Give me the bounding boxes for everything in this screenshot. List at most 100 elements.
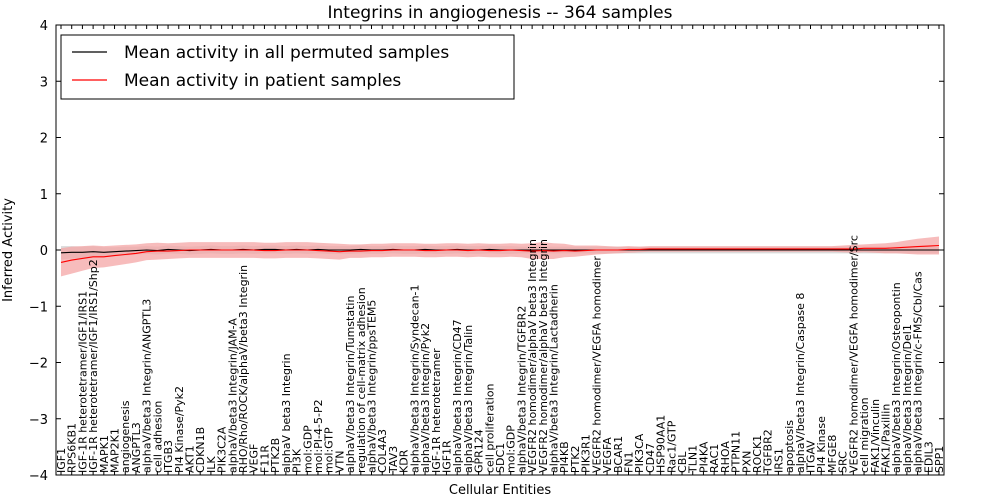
line-patient <box>60 244 940 263</box>
category-label: alphaV/beta3 Integrin/Caspase 8 <box>794 293 807 473</box>
category-label: TAV3 <box>387 446 400 474</box>
category-label: regulation of cell-matrix adhesion <box>355 287 368 473</box>
category-label: mol:GDP <box>301 425 314 473</box>
y-tick-label: 3 <box>40 75 48 90</box>
category-label: ITGB3 <box>162 440 175 473</box>
category-label: RHO/Rho/ROCK/alphaV/beta3 Integrin <box>237 265 250 473</box>
y-tick-label: 4 <box>40 19 48 34</box>
category-label: angiogenesis <box>119 400 132 473</box>
category-label: CDKN1B <box>194 427 207 473</box>
category-label: alphaV/beta3 Integrin/Osteopontin <box>890 282 903 473</box>
category-label: TGFBR2 <box>762 429 775 474</box>
legend: Mean activity in all permuted samples Me… <box>60 34 515 100</box>
category-label: IGF1 <box>55 448 68 473</box>
category-label: cell migration <box>858 397 871 473</box>
category-label: F11R <box>258 445 271 473</box>
category-label: alphaV/beta3 Integrin/Lactadherin <box>548 284 561 473</box>
legend-label-permuted: Mean activity in all permuted samples <box>124 43 449 63</box>
category-label: IRS1 <box>772 448 785 473</box>
category-label: IGF1R <box>441 440 454 473</box>
y-tick-label: −2 <box>29 357 48 372</box>
category-label: PI4KA <box>697 441 710 473</box>
category-label: VEGFR2 homodimer/VEGFA homodimer <box>590 256 603 473</box>
category-label: CBL <box>676 451 689 473</box>
category-label: VEGFR2 homodimer/alphaV beta3 Integrin <box>526 239 539 473</box>
category-label: PI4 Kinase <box>815 416 828 473</box>
category-label: ANGPTL3 <box>130 422 143 473</box>
category-label: MFGE8 <box>826 435 839 473</box>
category-label: RAC1 <box>708 444 721 473</box>
category-label: KDR <box>398 449 411 473</box>
category-label: SRC <box>837 451 850 473</box>
category-label: alphaV/beta3 Integrin/Pyk2 <box>419 323 432 473</box>
category-label: cell proliferation <box>483 383 496 473</box>
category-label: RHOA <box>719 441 732 473</box>
category-label: IGF-1R heterotetramer/IGF1/IRS1/Shp2 <box>87 259 100 473</box>
category-label: Rac1/GTP <box>665 420 678 473</box>
category-label: ROCK1 <box>751 435 764 473</box>
band-patient <box>61 236 939 277</box>
category-label: PTPN11 <box>730 431 743 473</box>
category-label: IGF-1R heterotetramer <box>430 348 443 473</box>
y-tick-label: −1 <box>29 300 48 315</box>
category-label: FAK1/Paxillin <box>880 404 893 473</box>
category-label: RPS6KB1 <box>66 423 79 473</box>
category-label: VTN <box>333 451 346 473</box>
category-label: GPR124 <box>473 429 486 473</box>
legend-box <box>60 34 515 100</box>
y-axis-ticks: −4 −3 −2 −1 0 1 2 3 4 <box>29 19 944 484</box>
category-label: alphaV/beta3 Integrin/Syndecan-1 <box>408 284 421 472</box>
category-label: alphaV/beta3 Integrin/JAM-A <box>226 318 239 473</box>
category-label: PI4KB <box>558 441 571 473</box>
y-tick-label: 1 <box>40 188 48 203</box>
category-label: ILK <box>205 456 218 473</box>
category-label: mol:PI-4-5-P2 <box>312 399 325 473</box>
category-label: mol:GTP <box>323 427 336 473</box>
category-label: AKT1 <box>184 445 197 473</box>
y-tick-label: 2 <box>40 132 48 147</box>
category-label: BCAR1 <box>612 436 625 473</box>
category-label: CD47 <box>644 443 657 473</box>
category-label: alphaV/beta3 Integrin/ANGPTL3 <box>141 299 154 473</box>
category-label: PTK2B <box>269 438 282 473</box>
x-axis-label: Cellular Entities <box>449 483 551 498</box>
category-label: alphaV/beta3 Integrin/ppsTEM5 <box>366 300 379 473</box>
category-label: alphaV/beta3 Integrin/Tumstatin <box>344 296 357 473</box>
category-label: alphaV/beta3 Integrin/CD47 <box>451 319 464 473</box>
category-label: PIK3R1 <box>580 434 593 473</box>
legend-label-patient: Mean activity in patient samples <box>124 71 401 91</box>
category-label: PI4 Kinase/Pyk2 <box>173 386 186 473</box>
category-label: ITGAV <box>805 440 818 473</box>
y-tick-label: −4 <box>29 469 48 484</box>
category-label: PIK3C2A <box>216 426 229 473</box>
category-label: mol:GDP <box>505 425 518 473</box>
category-label: MAP2K1 <box>109 428 122 473</box>
y-tick-label: 0 <box>40 244 48 259</box>
category-label: PI3K <box>291 448 304 473</box>
category-label: SPP1 <box>933 446 946 473</box>
category-label: alphaV/beta3 Integrin/Del1 <box>901 324 914 473</box>
category-label: FAK1/Vinculin <box>869 399 882 473</box>
category-label: EDIL3 <box>922 441 935 473</box>
category-label: VEGFA <box>601 437 614 473</box>
category-label: PTK2 <box>569 445 582 473</box>
x-axis-ticks <box>60 25 940 475</box>
category-label: VEGF <box>248 444 261 473</box>
series-lines <box>60 244 940 263</box>
category-label: PIK3CA <box>633 433 646 473</box>
category-label: alphaV beta3 Integrin <box>280 353 293 473</box>
category-label: alphaV/beta3 Integrin/Talin <box>462 325 475 473</box>
category-label: VEGFR2 homodimer/VEGFA homodimer/Src <box>847 235 860 473</box>
category-label: apoptosis <box>783 420 796 473</box>
category-label: IGF-1R heterotetramer/IGF1/IRS1 <box>76 291 89 473</box>
category-label: MAPK1 <box>98 435 111 473</box>
category-label: VEGFR2 homodimer/alphaV beta3 Integrin <box>537 239 550 473</box>
category-label: HSP90AA1 <box>655 415 668 473</box>
category-label: alphaV/beta3 Integrin/c-FMS/Cbl/Cas <box>912 271 925 473</box>
category-label: TLN1 <box>687 445 700 474</box>
chart-title: Integrins in angiogenesis -- 364 samples <box>328 3 673 23</box>
y-tick-label: −3 <box>29 413 48 428</box>
category-label: FN1 <box>623 451 636 473</box>
